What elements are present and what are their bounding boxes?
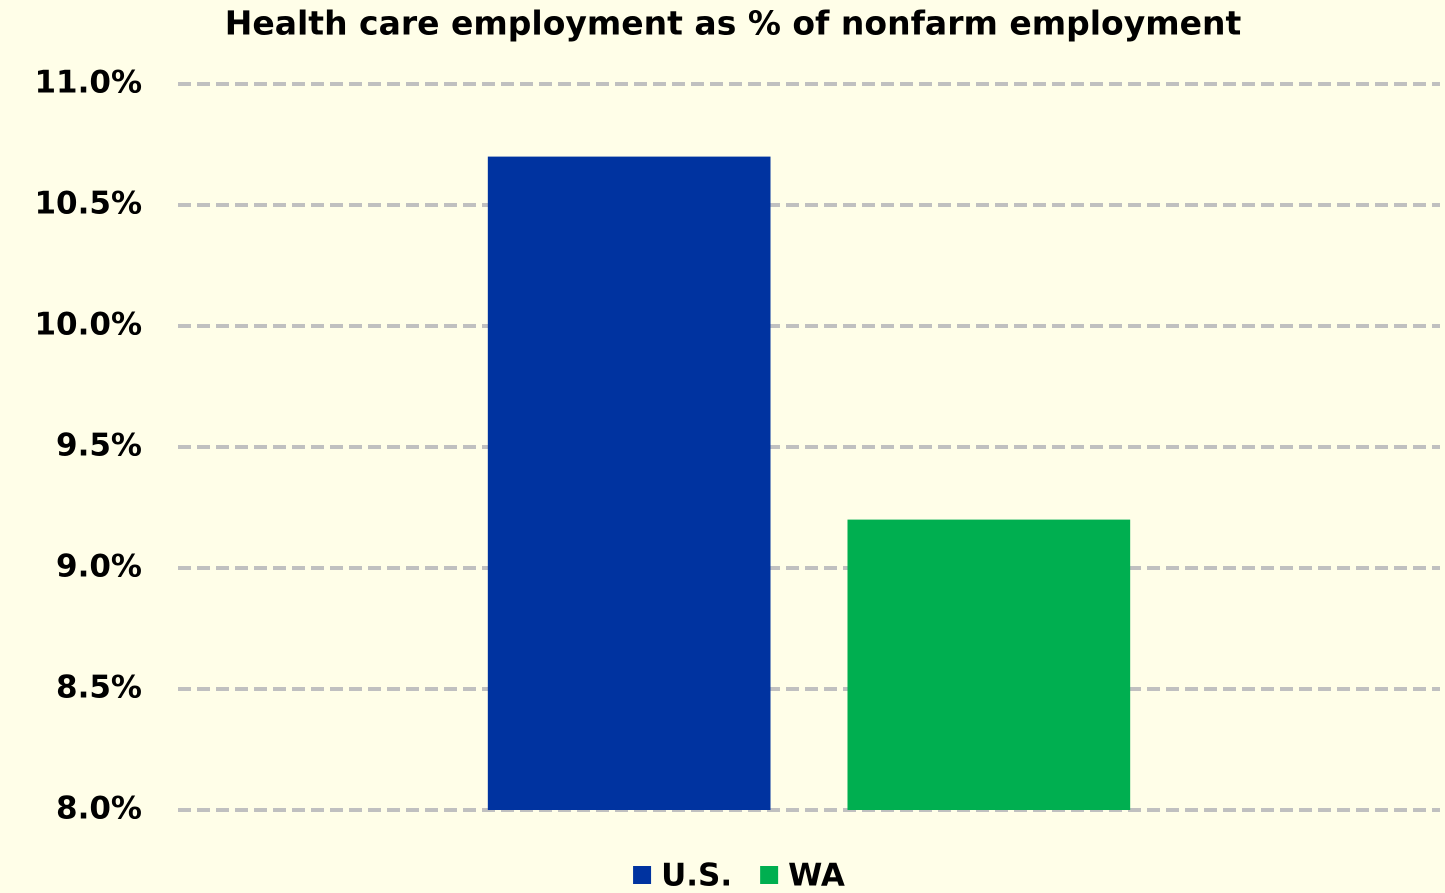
y-tick-label: 11.0% xyxy=(34,65,142,101)
bar xyxy=(847,519,1131,810)
chart-title: Health care employment as % of nonfarm e… xyxy=(225,4,1242,43)
legend-swatch xyxy=(633,866,652,884)
y-tick-label: 9.5% xyxy=(56,428,142,464)
legend-swatch xyxy=(760,866,779,884)
legend-label: U.S. xyxy=(661,858,732,893)
legend-label: WA xyxy=(788,858,845,893)
y-tick-label: 8.5% xyxy=(56,670,142,706)
y-tick-label: 10.0% xyxy=(34,307,142,343)
bar xyxy=(487,156,771,811)
y-tick-label: 8.0% xyxy=(56,791,142,827)
y-tick-label: 10.5% xyxy=(34,186,142,222)
y-tick-label: 9.0% xyxy=(56,549,142,585)
